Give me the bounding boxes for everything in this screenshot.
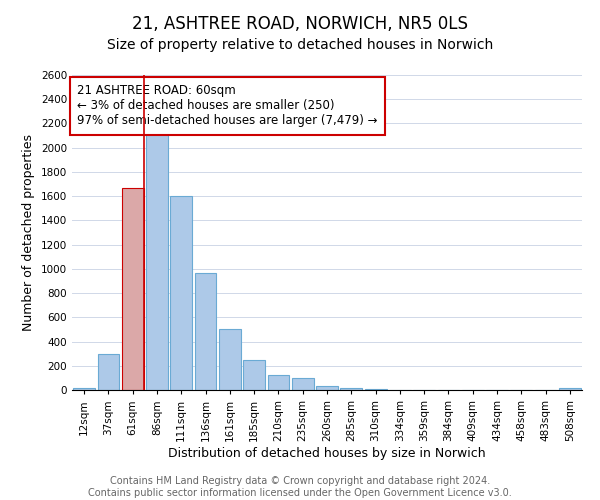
Bar bbox=[292, 378, 314, 390]
Bar bbox=[170, 196, 192, 390]
Bar bbox=[122, 188, 143, 390]
Text: Contains HM Land Registry data © Crown copyright and database right 2024.
Contai: Contains HM Land Registry data © Crown c… bbox=[88, 476, 512, 498]
Bar bbox=[268, 376, 289, 390]
Text: 21 ASHTREE ROAD: 60sqm
← 3% of detached houses are smaller (250)
97% of semi-det: 21 ASHTREE ROAD: 60sqm ← 3% of detached … bbox=[77, 84, 377, 128]
X-axis label: Distribution of detached houses by size in Norwich: Distribution of detached houses by size … bbox=[168, 446, 486, 460]
Bar bbox=[97, 354, 119, 390]
Bar bbox=[559, 388, 581, 390]
Bar bbox=[73, 388, 95, 390]
Bar bbox=[316, 386, 338, 390]
Bar bbox=[219, 329, 241, 390]
Bar bbox=[243, 360, 265, 390]
Bar bbox=[340, 388, 362, 390]
Text: Size of property relative to detached houses in Norwich: Size of property relative to detached ho… bbox=[107, 38, 493, 52]
Bar bbox=[146, 132, 168, 390]
Bar bbox=[194, 273, 217, 390]
Text: 21, ASHTREE ROAD, NORWICH, NR5 0LS: 21, ASHTREE ROAD, NORWICH, NR5 0LS bbox=[132, 15, 468, 33]
Y-axis label: Number of detached properties: Number of detached properties bbox=[22, 134, 35, 331]
